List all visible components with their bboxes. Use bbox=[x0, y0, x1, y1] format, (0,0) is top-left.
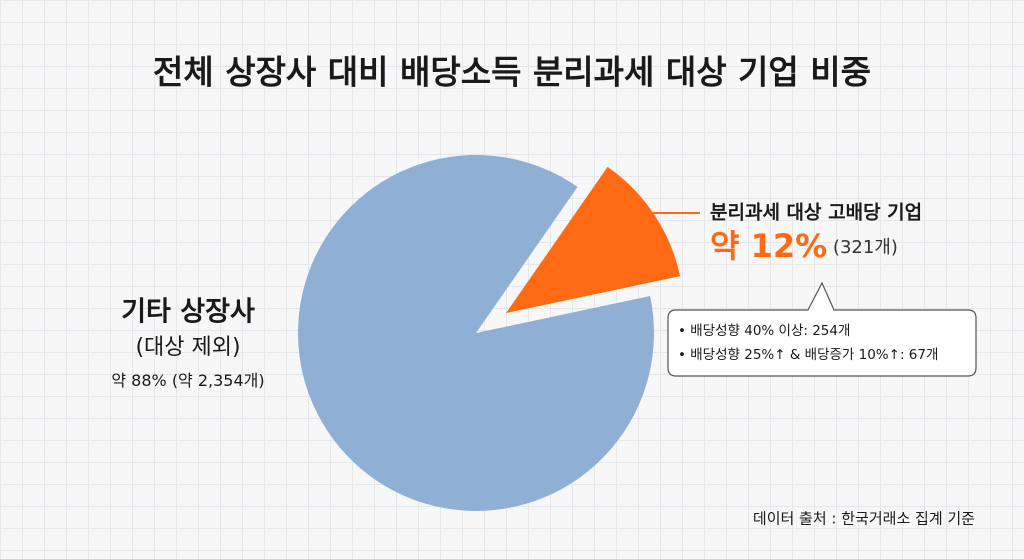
callout-line: • 배당성향 25%↑ & 배당증가 10%↑: 67개 bbox=[678, 347, 938, 363]
callout-line: • 배당성향 40% 이상: 254개 bbox=[678, 323, 850, 339]
category-label: 기타 상장사 bbox=[121, 297, 255, 328]
value-label-group: 약 12% (321개) bbox=[710, 227, 898, 265]
value-label-group: 약 88% (약 2,354개) bbox=[111, 371, 264, 390]
pie-slice bbox=[298, 154, 654, 511]
value-label: 약 88% bbox=[111, 371, 166, 390]
value-label: 약 12% bbox=[710, 227, 827, 265]
source: 데이터 출처 : 한국거래소 집계 기준 bbox=[753, 510, 975, 528]
category-label: 분리과세 대상 고배당 기업 bbox=[710, 202, 922, 224]
pie-slice bbox=[505, 166, 681, 314]
pie bbox=[298, 154, 681, 511]
chart-title: 전체 상장사 대비 배당소득 분리과세 대상 기업 비중 bbox=[153, 53, 871, 92]
callout-box bbox=[667, 281, 977, 377]
category-note: (대상 제외) bbox=[135, 335, 240, 360]
count-label: (321개) bbox=[833, 237, 898, 258]
count-label: (약 2,354개) bbox=[172, 371, 265, 390]
